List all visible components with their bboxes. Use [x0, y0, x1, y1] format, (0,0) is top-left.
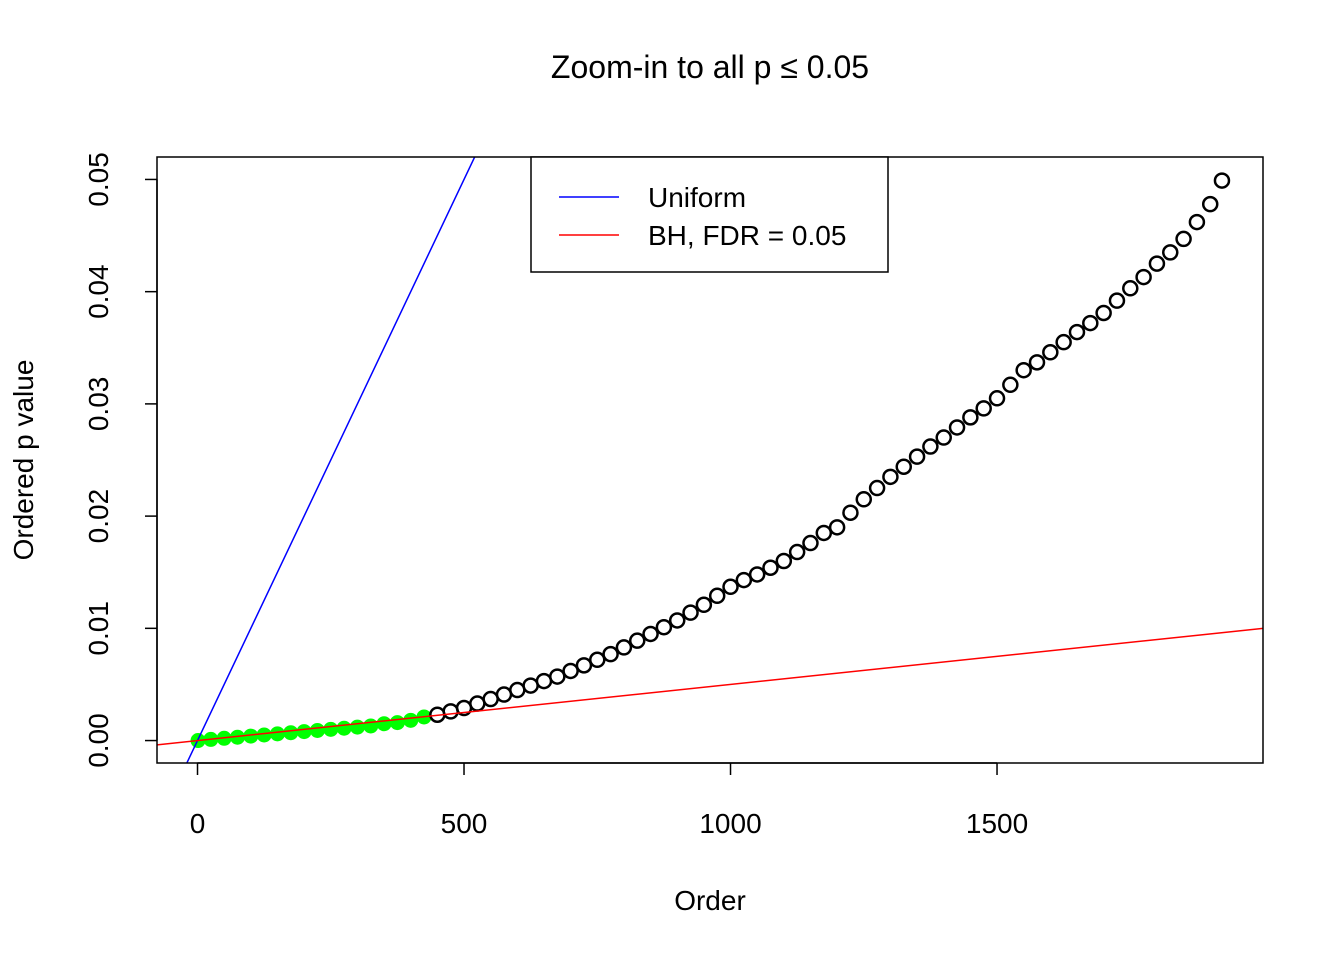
point [562, 662, 579, 680]
points [190, 172, 1231, 749]
point [615, 639, 633, 656]
point [1015, 361, 1032, 379]
chart-title: Zoom-in to all p ≤ 0.05 [551, 49, 869, 85]
point [748, 566, 766, 583]
point [668, 612, 686, 629]
point [802, 534, 819, 552]
point [389, 715, 405, 731]
reference-line [186, 157, 476, 763]
point [1188, 213, 1206, 231]
legend-label: BH, FDR = 0.05 [648, 220, 846, 251]
point [882, 468, 899, 486]
point [908, 448, 926, 465]
x-tick-label: 1000 [699, 808, 761, 839]
y-tick-label: 0.00 [83, 713, 114, 768]
point [1068, 323, 1086, 341]
legend-label: Uniform [648, 182, 746, 213]
point [309, 722, 325, 738]
point [1002, 376, 1019, 394]
point [722, 578, 739, 596]
y-axis-label: Ordered p value [8, 360, 39, 561]
point [975, 400, 992, 417]
point [1162, 244, 1179, 261]
point [403, 712, 419, 728]
point [535, 672, 553, 690]
point [788, 543, 806, 561]
point [1148, 255, 1166, 272]
point [735, 571, 753, 589]
reference-lines [157, 157, 1263, 763]
point [482, 690, 499, 708]
point [682, 604, 699, 621]
point [655, 618, 673, 636]
point [1055, 333, 1072, 351]
point [762, 559, 779, 576]
x-tick-label: 0 [190, 808, 206, 839]
point [376, 716, 392, 732]
point [1201, 195, 1219, 213]
point [922, 438, 939, 455]
point [948, 419, 966, 436]
point [695, 596, 713, 614]
point [495, 686, 513, 703]
point [602, 645, 619, 663]
legend: Uniform BH, FDR = 0.05 [530, 156, 889, 273]
point [269, 726, 285, 742]
point [522, 677, 539, 694]
point [1175, 230, 1192, 248]
point [628, 632, 646, 649]
y-tick-label: 0.05 [83, 152, 114, 207]
x-axis-label: Order [674, 885, 746, 916]
point [855, 491, 873, 508]
reference-line [157, 627, 1263, 746]
point [469, 695, 486, 712]
point [283, 725, 299, 741]
point [775, 552, 793, 570]
point [1108, 292, 1126, 309]
point [642, 625, 659, 643]
point [1042, 344, 1059, 361]
point [935, 429, 952, 446]
point [1028, 354, 1046, 371]
point [336, 720, 352, 736]
x-tick-label: 500 [441, 808, 488, 839]
point [1095, 304, 1112, 322]
point [589, 651, 606, 669]
legend-box [530, 156, 889, 273]
x-tick-label: 1500 [966, 808, 1028, 839]
point [815, 524, 833, 542]
point [442, 703, 459, 720]
point [895, 458, 912, 475]
point [549, 668, 566, 685]
point [323, 721, 339, 737]
point [575, 657, 593, 674]
point [256, 727, 272, 743]
point [988, 390, 1006, 407]
point [296, 724, 312, 740]
point [708, 587, 726, 605]
point [349, 719, 365, 735]
y-tick-label: 0.02 [83, 489, 114, 544]
y-tick-label: 0.01 [83, 601, 114, 656]
point [828, 519, 846, 536]
y-tick-label: 0.04 [83, 264, 114, 319]
point [868, 479, 886, 497]
point [1213, 172, 1231, 189]
point [962, 409, 979, 426]
y-tick-label: 0.03 [83, 377, 114, 432]
point [1122, 280, 1139, 297]
point [509, 681, 526, 699]
point [842, 504, 859, 521]
point [1082, 314, 1099, 332]
point [1135, 268, 1152, 286]
